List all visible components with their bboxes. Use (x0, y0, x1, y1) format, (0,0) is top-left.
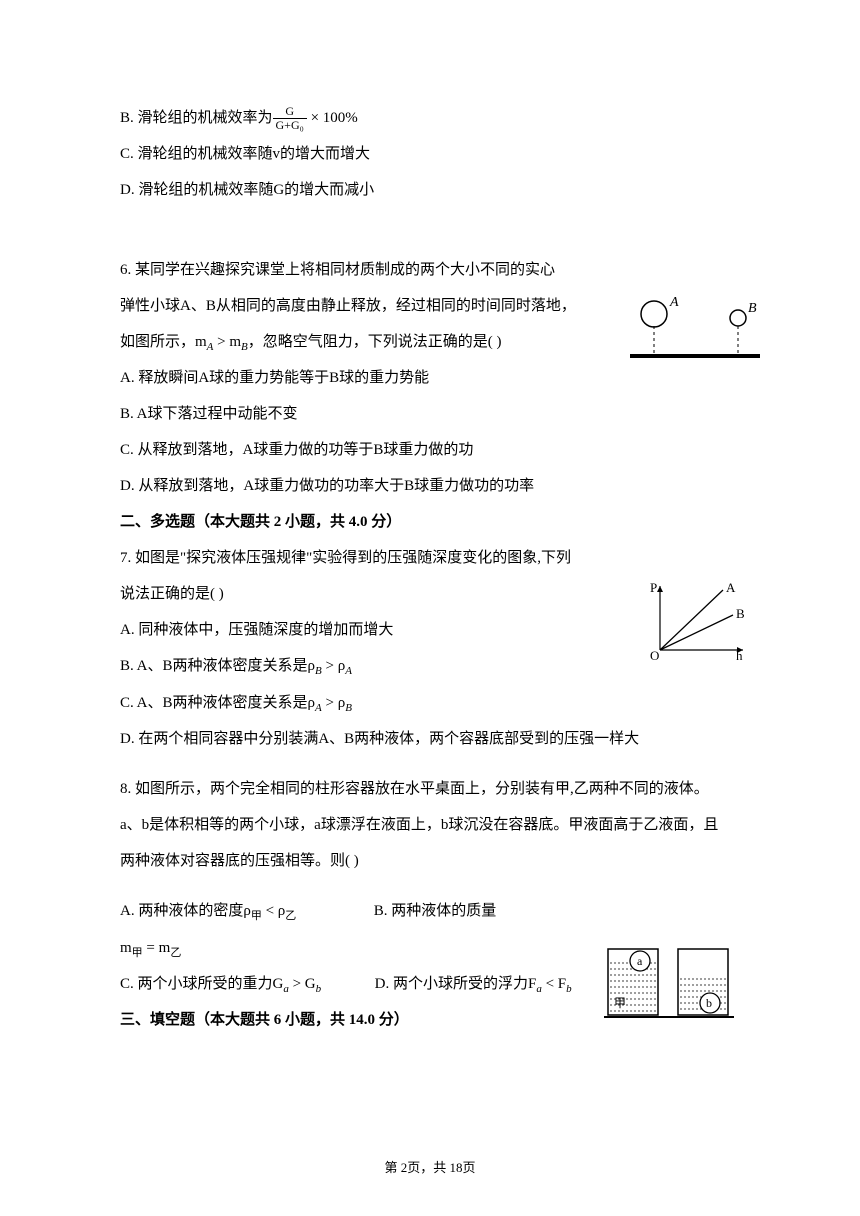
figure-beakers: a 甲 b (604, 943, 734, 1023)
q8-stem-3: 两种液体对容器底的压强相等。则( ) (120, 843, 740, 879)
q6-option-d: D. 从释放到落地，A球重力做功的功率大于B球重力做功的功率 (120, 468, 740, 504)
q8-stem-2: a、b是体积相等的两个小球，a球漂浮在液面上，b球沉没在容器底。甲液面高于乙液面… (120, 807, 740, 843)
q5-option-b: B. 滑轮组的机械效率为GG+G₀ × 100% (120, 100, 740, 136)
q5-b-post: × 100% (307, 110, 358, 126)
q5-option-c: C. 滑轮组的机械效率随v的增大而增大 (120, 136, 740, 172)
q7-option-d: D. 在两个相同容器中分别装满A、B两种液体，两个容器底部受到的压强一样大 (120, 721, 740, 757)
q6-option-c: C. 从释放到落地，A球重力做的功等于B球重力做的功 (120, 432, 740, 468)
spacer (120, 208, 740, 252)
figure-graph: P h O A B (648, 580, 748, 660)
q6-option-b: B. A球下落过程中动能不变 (120, 396, 740, 432)
q7-option-a: A. 同种液体中，压强随深度的增加而增大 (120, 612, 740, 648)
balls-svg: A B (630, 296, 760, 366)
q8-option-d: D. 两个小球所受的浮力Fa < Fb (375, 976, 572, 992)
graph-origin: O (650, 648, 659, 660)
ball-label-a: A (669, 296, 679, 310)
graph-svg: P h O A B (648, 580, 748, 660)
graph-y-label: P (650, 580, 657, 595)
q8-stem-1: 8. 如图所示，两个完全相同的柱形容器放在水平桌面上，分别装有甲,乙两种不同的液… (120, 771, 740, 807)
graph-line-a: A (726, 580, 736, 595)
ball-label-b: B (748, 301, 757, 316)
beaker-ball-a: a (637, 954, 643, 968)
page-footer: 第 2页，共 18页 (0, 1157, 860, 1176)
q8-option-a: A. 两种液体的密度ρ甲 < ρ乙 (120, 903, 296, 919)
q5-b-fraction: GG+G₀ (273, 105, 307, 132)
page-body: B. 滑轮组的机械效率为GG+G₀ × 100% C. 滑轮组的机械效率随v的增… (0, 0, 860, 1078)
q5-option-d: D. 滑轮组的机械效率随G的增大而减小 (120, 172, 740, 208)
graph-line-b: B (736, 606, 745, 621)
beakers-svg: a 甲 b (604, 943, 734, 1023)
q7-option-c: C. A、B两种液体密度关系是ρA > ρB (120, 685, 740, 721)
q8-row-ab: A. 两种液体的密度ρ甲 < ρ乙 B. 两种液体的质量 (120, 893, 740, 929)
q8-option-b: B. 两种液体的质量 (374, 903, 497, 919)
beaker-ball-b: b (706, 996, 712, 1010)
beaker-liq-1: 甲 (614, 996, 626, 1010)
q7-stem-2: 说法正确的是( ) (120, 576, 740, 612)
q8-option-c: C. 两个小球所受的重力Ga > Gb (120, 976, 321, 992)
section-2-header: 二、多选题（本大题共 2 小题，共 4.0 分） (120, 504, 740, 540)
graph-x-label: h (736, 648, 743, 660)
q7-stem-1: 7. 如图是"探究液体压强规律"实验得到的压强随深度变化的图象,下列 (120, 540, 740, 576)
spacer (120, 879, 740, 893)
q7-option-b: B. A、B两种液体密度关系是ρB > ρA (120, 648, 740, 684)
q6-stem-1: 6. 某同学在兴趣探究课堂上将相同材质制成的两个大小不同的实心 (120, 252, 740, 288)
q5-b-pre: B. 滑轮组的机械效率为 (120, 110, 273, 126)
figure-balls: A B (630, 296, 760, 366)
spacer (120, 757, 740, 771)
